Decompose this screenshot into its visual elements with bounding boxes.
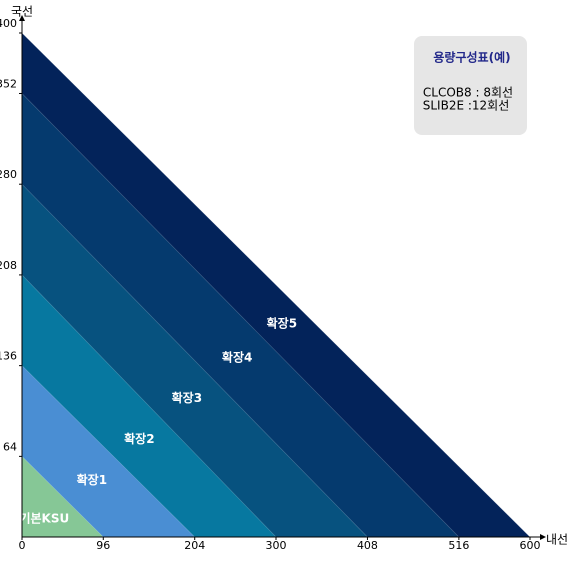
x-tick-label: 0 (19, 539, 26, 552)
y-tick-label: 280 (0, 168, 17, 181)
y-axis-label: 국선 (11, 5, 33, 19)
legend-line: SLIB2E :12회선 (423, 99, 510, 113)
y-tick-label: 64 (3, 440, 17, 453)
legend-box (414, 36, 527, 135)
y-tick-label: 352 (0, 77, 17, 90)
band-label: 확장2 (124, 431, 154, 446)
legend-title: 용량구성표(예) (433, 50, 510, 65)
x-arrow (540, 534, 546, 540)
x-tick-label: 600 (520, 539, 541, 552)
x-tick-label: 204 (184, 539, 205, 552)
band-label: 확장1 (77, 472, 107, 487)
band-label: 기본KSU (19, 510, 69, 525)
y-tick-label: 400 (0, 17, 17, 30)
y-tick-label: 208 (0, 259, 17, 272)
x-tick-label: 96 (96, 539, 110, 552)
plot (21, 32, 531, 538)
legend-line: CLCOB8 : 8회선 (423, 86, 513, 100)
x-tick-label: 408 (357, 539, 378, 552)
y-tick-label: 136 (0, 350, 17, 363)
band-label: 확장3 (172, 390, 202, 405)
x-axis-label: 내선 (546, 533, 568, 547)
band-label: 확장5 (267, 315, 297, 330)
band-label: 확장4 (222, 349, 252, 364)
x-tick-label: 300 (266, 539, 287, 552)
x-tick-label: 516 (448, 539, 469, 552)
y-arrow (19, 15, 25, 21)
